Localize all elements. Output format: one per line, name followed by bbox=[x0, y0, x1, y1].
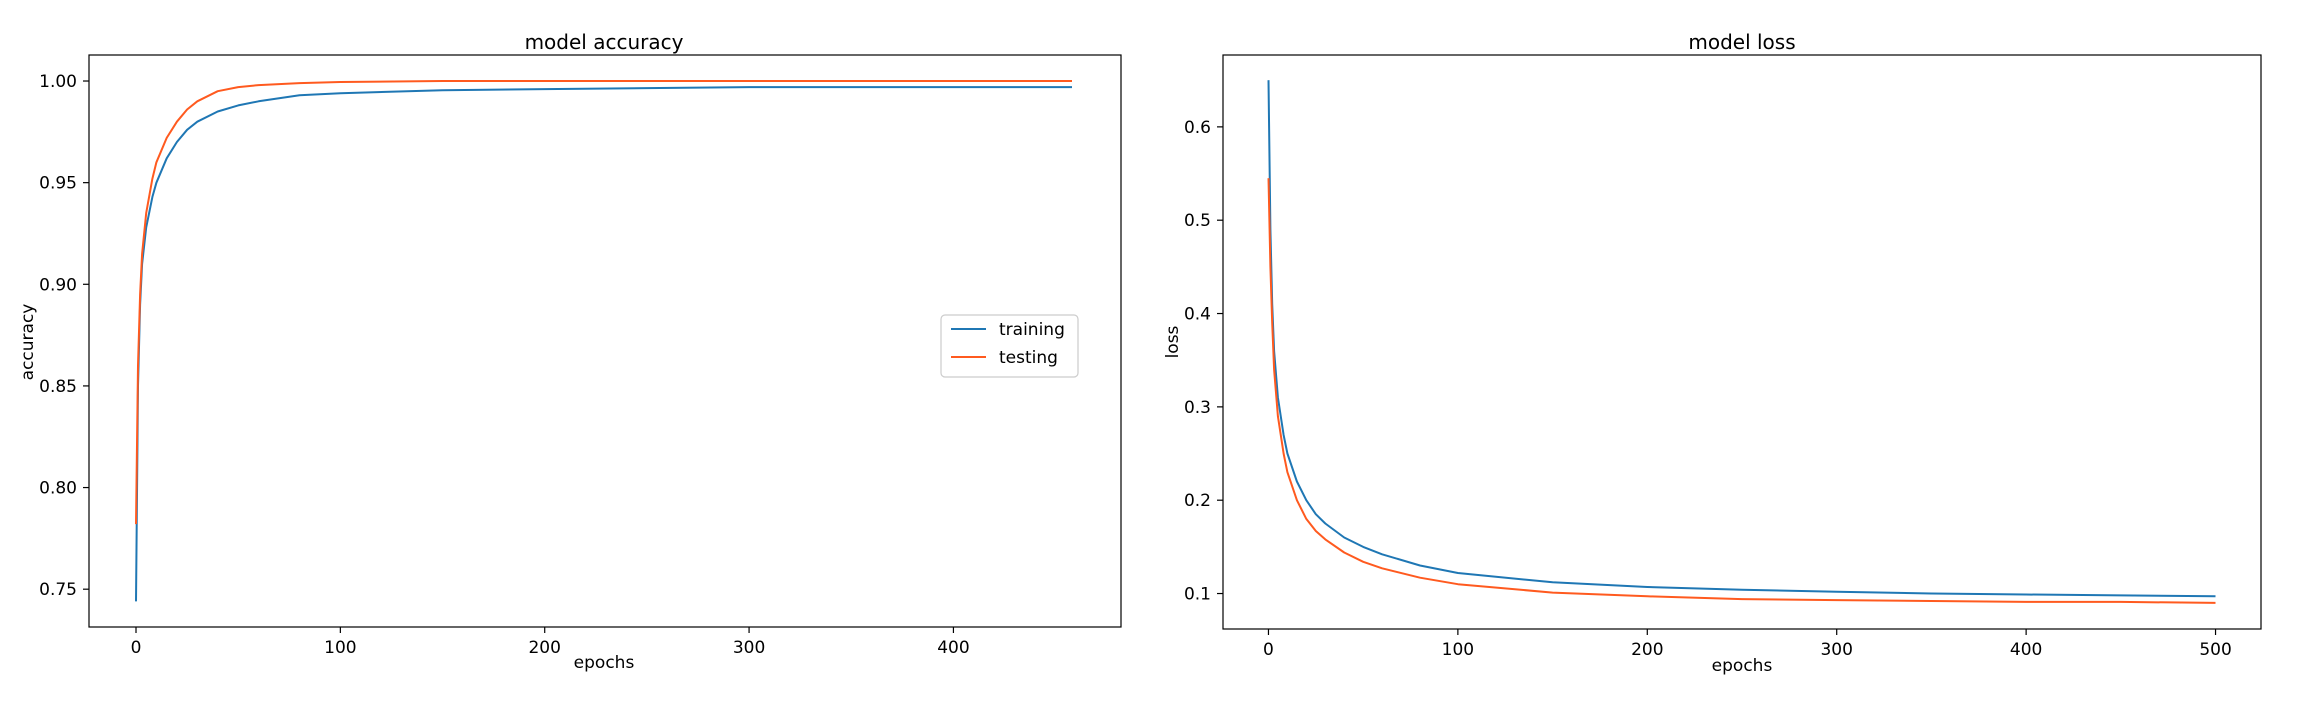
loss-y-tick-label: 0.4 bbox=[1184, 305, 1211, 325]
accuracy-y-tick-label: 0.85 bbox=[39, 377, 77, 397]
loss-ticks: 0 100 200 300 400 500 0.1 0.2 0.3 0.4 0.5 0.6 bbox=[1184, 118, 2232, 660]
accuracy-y-tick-label: 1.00 bbox=[39, 72, 77, 92]
loss-plot-lines bbox=[1267, 80, 2216, 604]
loss-x-tick-label: 400 bbox=[2010, 640, 2042, 660]
accuracy-chart: model accuracy epochs accuracy 0 100 200 30… bbox=[18, 30, 1122, 673]
accuracy-plot-lines bbox=[135, 80, 1072, 602]
accuracy-y-tick-label: 0.80 bbox=[39, 479, 77, 499]
loss-series-testing bbox=[1267, 178, 2216, 604]
legend-frame bbox=[940, 314, 1079, 378]
accuracy-y-tick-label: 0.95 bbox=[39, 174, 77, 194]
legend-label-testing: testing bbox=[999, 348, 1058, 368]
accuracy-x-tick-label: 400 bbox=[937, 638, 969, 658]
loss-axes-frame bbox=[1222, 54, 2262, 630]
legend-label-training: training bbox=[999, 320, 1065, 340]
accuracy-x-tick-label: 0 bbox=[131, 638, 142, 658]
accuracy-legend: training testing bbox=[940, 314, 1079, 378]
loss-x-tick-label: 200 bbox=[1631, 640, 1663, 660]
accuracy-chart-title: model accuracy bbox=[525, 30, 684, 54]
loss-y-tick-label: 0.3 bbox=[1184, 398, 1211, 418]
accuracy-axes-frame bbox=[88, 54, 1122, 628]
loss-x-tick-label: 100 bbox=[1442, 640, 1474, 660]
accuracy-x-tick-label: 200 bbox=[528, 638, 560, 658]
loss-x-axis-label: epochs bbox=[1712, 656, 1773, 676]
accuracy-ticks: 0 100 200 300 400 0.75 0.80 0.85 0.90 0.95 1.00 bbox=[39, 72, 970, 658]
accuracy-y-axis-label: accuracy bbox=[18, 304, 38, 381]
loss-y-axis-label: loss bbox=[1163, 325, 1183, 358]
accuracy-series-training bbox=[135, 86, 1072, 602]
accuracy-y-tick-label: 0.75 bbox=[39, 580, 77, 600]
loss-series-training bbox=[1267, 80, 2216, 598]
loss-y-tick-label: 0.5 bbox=[1184, 211, 1211, 231]
accuracy-x-tick-label: 100 bbox=[324, 638, 356, 658]
accuracy-y-tick-label: 0.90 bbox=[39, 275, 77, 295]
loss-y-tick-label: 0.2 bbox=[1184, 491, 1211, 511]
loss-chart: model loss epochs loss 0 100 200 300 400 5000… bbox=[1163, 30, 2262, 676]
accuracy-x-axis-label: epochs bbox=[574, 653, 635, 673]
loss-x-tick-label: 500 bbox=[2199, 640, 2231, 660]
loss-x-tick-label: 300 bbox=[1820, 640, 1852, 660]
accuracy-series-testing bbox=[135, 80, 1072, 525]
loss-y-tick-label: 0.6 bbox=[1184, 118, 1211, 138]
loss-x-tick-label: 0 bbox=[1263, 640, 1274, 660]
loss-y-tick-label: 0.1 bbox=[1184, 585, 1211, 605]
loss-chart-title: model loss bbox=[1688, 30, 1795, 54]
accuracy-x-tick-label: 300 bbox=[733, 638, 765, 658]
